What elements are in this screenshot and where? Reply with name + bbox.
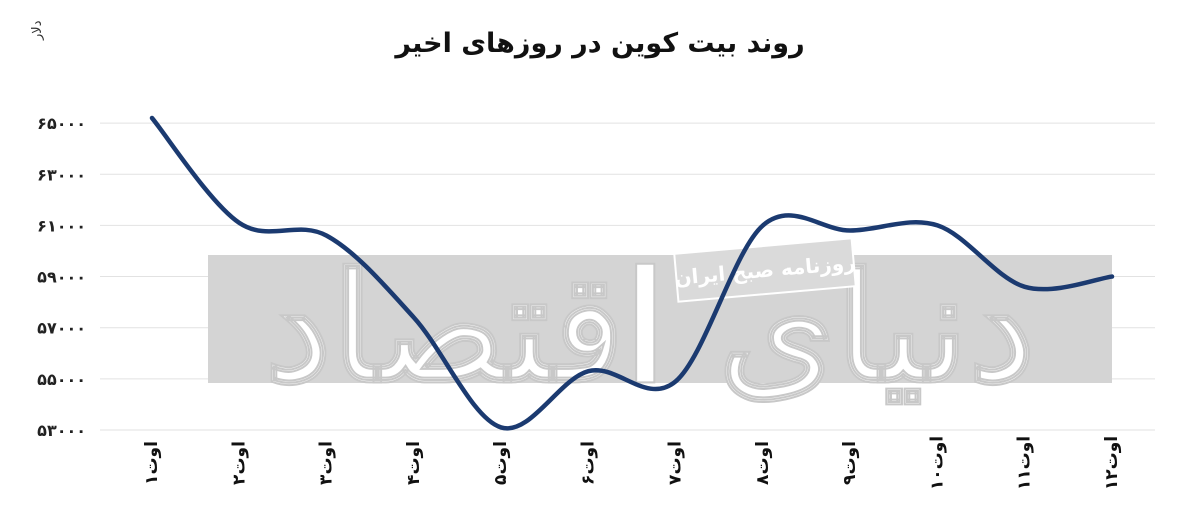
y-tick-label: ۵۳۰۰۰ xyxy=(37,421,86,440)
watermark: دنیای اقتصاد روزنامه صبح ایران xyxy=(208,237,1112,417)
y-axis-ticks: ۵۳۰۰۰ ۵۵۰۰۰ ۵۷۰۰۰ ۵۹۰۰۰ ۶۱۰۰۰ ۶۳۰۰۰ ۶۵۰۰۰ xyxy=(37,114,86,440)
chart-title: روند بیت کوین در روزهای اخیر xyxy=(395,28,805,59)
series-layer xyxy=(149,115,1115,431)
x-tick-label: ۱۱اوت xyxy=(1015,436,1035,490)
x-tick-label: ۹اوت xyxy=(840,441,860,485)
x-tick-label: ۳اوت xyxy=(317,441,337,485)
x-tick-label: ۶اوت xyxy=(578,441,598,485)
y-tick-label: ۵۹۰۰۰ xyxy=(37,268,86,287)
x-tick-label: ۴اوت xyxy=(404,441,424,485)
x-tick-label: ۸اوت xyxy=(753,441,773,485)
watermark-band xyxy=(208,255,1112,383)
x-tick-label: ۵اوت xyxy=(491,441,511,485)
y-tick-label: ۵۵۰۰۰ xyxy=(37,370,86,389)
x-tick-label: ۱۰اوت xyxy=(927,436,947,490)
x-tick-label: ۷اوت xyxy=(666,441,686,485)
x-axis-ticks: ۱اوت ۲اوت ۳اوت ۴اوت ۵اوت ۶اوت ۷اوت ۸اوت ۹اوت ۱۰او… xyxy=(142,436,1122,490)
x-tick-label: ۲اوت xyxy=(229,441,249,485)
x-tick-label: ۱۲اوت xyxy=(1102,436,1122,490)
y-tick-label: ۶۵۰۰۰ xyxy=(37,114,86,133)
y-tick-label: ۵۷۰۰۰ xyxy=(37,319,86,338)
y-tick-label: ۶۱۰۰۰ xyxy=(37,216,86,235)
watermark-sub-box xyxy=(673,237,857,303)
y-tick-label: ۶۳۰۰۰ xyxy=(37,165,86,184)
x-tick-label: ۱اوت xyxy=(142,441,162,485)
